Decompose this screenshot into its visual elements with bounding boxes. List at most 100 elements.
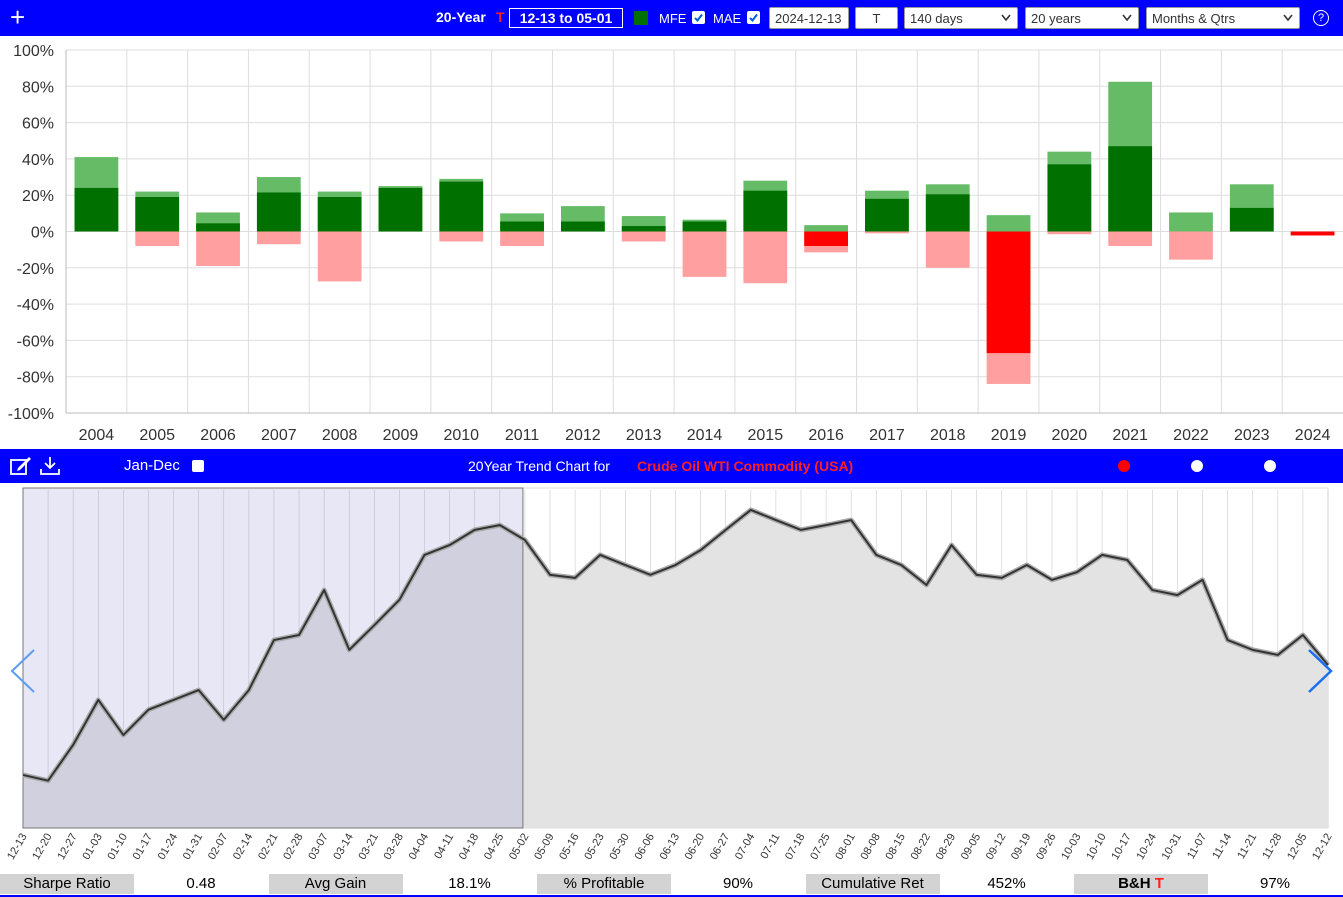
x-tick-label: 2021: [1112, 427, 1148, 444]
y-tick-label: 100%: [13, 43, 54, 60]
return-bar: [804, 231, 849, 247]
mfe-label: MFE: [659, 11, 687, 26]
return-bar: [1290, 231, 1335, 236]
x-tick-label: 05-09: [532, 832, 556, 862]
trend-toolbar: Jan-Dec 20Year Trend Chart for Crude Oil…: [0, 449, 1343, 483]
bar: [865, 231, 909, 234]
help-button[interactable]: ?: [1313, 10, 1329, 26]
stat-label-text: Sharpe Ratio: [23, 875, 111, 892]
x-tick-label: 2013: [626, 427, 662, 444]
return-bar: [1108, 146, 1153, 232]
x-tick-label: 2010: [443, 427, 479, 444]
x-tick-label: 08-01: [833, 832, 857, 862]
x-tick-label: 2008: [322, 427, 358, 444]
years-select[interactable]: 20 years: [1025, 7, 1139, 29]
page-dot[interactable]: [1118, 460, 1130, 472]
x-tick-label: 2018: [930, 427, 966, 444]
x-tick-label: 08-22: [909, 832, 933, 862]
x-tick-label: 2012: [565, 427, 601, 444]
jan-dec-label: Jan-Dec: [124, 457, 180, 474]
x-tick-label: 2016: [808, 427, 844, 444]
x-tick-label: 06-20: [683, 832, 707, 862]
prev-arrow[interactable]: [8, 648, 38, 694]
y-tick-label: 0%: [31, 225, 54, 242]
x-tick-label: 05-23: [582, 832, 606, 862]
x-tick-label: 08-08: [858, 832, 882, 862]
x-tick-label: 07-25: [808, 832, 832, 862]
return-bar: [317, 197, 362, 232]
edit-icon[interactable]: [10, 456, 32, 476]
x-tick-label: 05-02: [507, 832, 531, 862]
x-tick-label: 2006: [200, 427, 236, 444]
return-bar: [1047, 164, 1092, 232]
range-input[interactable]: 12-13 to 05-01: [509, 8, 623, 28]
bar: [804, 225, 849, 232]
bar: [925, 231, 970, 268]
x-tick-label: 2015: [748, 427, 784, 444]
mae-checkbox[interactable]: [747, 11, 760, 24]
return-bar: [1229, 207, 1274, 232]
bar: [439, 231, 484, 242]
ticker-flag: T: [496, 9, 505, 25]
seasonal-bar-chart: -100% -80% -60% -40% -20% 0% 20% 40% 60% 80% 100% 2…: [8, 43, 1343, 444]
ticker-input[interactable]: T: [855, 7, 898, 29]
stat-value: 0.48: [186, 875, 216, 892]
y-tick-label: -100%: [8, 406, 54, 423]
page-dot[interactable]: [1264, 460, 1276, 472]
x-tick-label: 01-10: [106, 832, 130, 862]
x-tick-label: 09-26: [1034, 832, 1058, 862]
view-select[interactable]: Months & Qtrs: [1146, 7, 1300, 29]
return-bar: [743, 190, 788, 232]
y-tick-label: -40%: [17, 297, 54, 314]
stat-value: 18.1%: [448, 875, 491, 892]
x-tick-label: 12-05: [1285, 832, 1309, 862]
bar: [317, 231, 362, 282]
x-tick-label: 05-30: [607, 832, 631, 862]
x-tick-label: 10-24: [1134, 832, 1158, 862]
x-tick-label: 10-31: [1160, 832, 1184, 862]
x-tick-label: 11-07: [1185, 832, 1209, 862]
x-tick-label: 04-18: [457, 832, 481, 862]
y-tick-label: 20%: [22, 188, 54, 205]
x-tick-label: 11-28: [1260, 832, 1284, 862]
download-icon[interactable]: [39, 456, 61, 476]
x-tick-label: 02-28: [281, 832, 305, 862]
page-dot[interactable]: [1191, 460, 1203, 472]
x-tick-label: 04-04: [407, 832, 431, 862]
return-bar: [74, 187, 119, 232]
stat-label-text: Avg Gain: [304, 875, 367, 892]
x-tick-label: 2004: [79, 427, 115, 444]
view-value: Months & Qtrs: [1152, 11, 1236, 26]
x-tick-label: 09-05: [959, 832, 983, 862]
x-tick-label: 2019: [991, 427, 1027, 444]
trend-title: 20Year Trend Chart for: [468, 458, 610, 474]
days-value: 140 days: [910, 11, 963, 26]
y-tick-label: -60%: [17, 333, 54, 350]
stat-value: 90%: [722, 875, 754, 892]
x-tick-label: 07-18: [783, 832, 807, 862]
add-button[interactable]: +: [10, 2, 26, 32]
x-tick-label: 10-17: [1109, 832, 1133, 862]
x-tick-label: 01-31: [181, 832, 205, 862]
x-tick-label: 09-19: [1009, 832, 1033, 862]
period-label: 20-Year: [436, 9, 486, 25]
return-bar: [925, 194, 970, 232]
return-bar: [500, 221, 544, 232]
y-tick-label: 80%: [22, 79, 54, 96]
x-tick-label: 2022: [1173, 427, 1209, 444]
mfe-checkbox[interactable]: [692, 11, 705, 24]
x-tick-label: 07-04: [733, 832, 757, 862]
area: [23, 509, 1328, 828]
x-tick-label: 2020: [1052, 427, 1088, 444]
next-arrow[interactable]: [1305, 648, 1335, 694]
jan-dec-checkbox[interactable]: [192, 460, 204, 472]
x-tick-label: 2014: [687, 427, 723, 444]
stat-label-text: B&H: [1118, 875, 1151, 892]
bar: [682, 231, 727, 277]
return-bar: [865, 198, 909, 232]
x-tick-label: 08-15: [884, 832, 908, 862]
days-select[interactable]: 140 days: [904, 7, 1018, 29]
date-input[interactable]: 2024-12-13: [769, 7, 849, 29]
y-tick-label: -80%: [17, 370, 54, 387]
